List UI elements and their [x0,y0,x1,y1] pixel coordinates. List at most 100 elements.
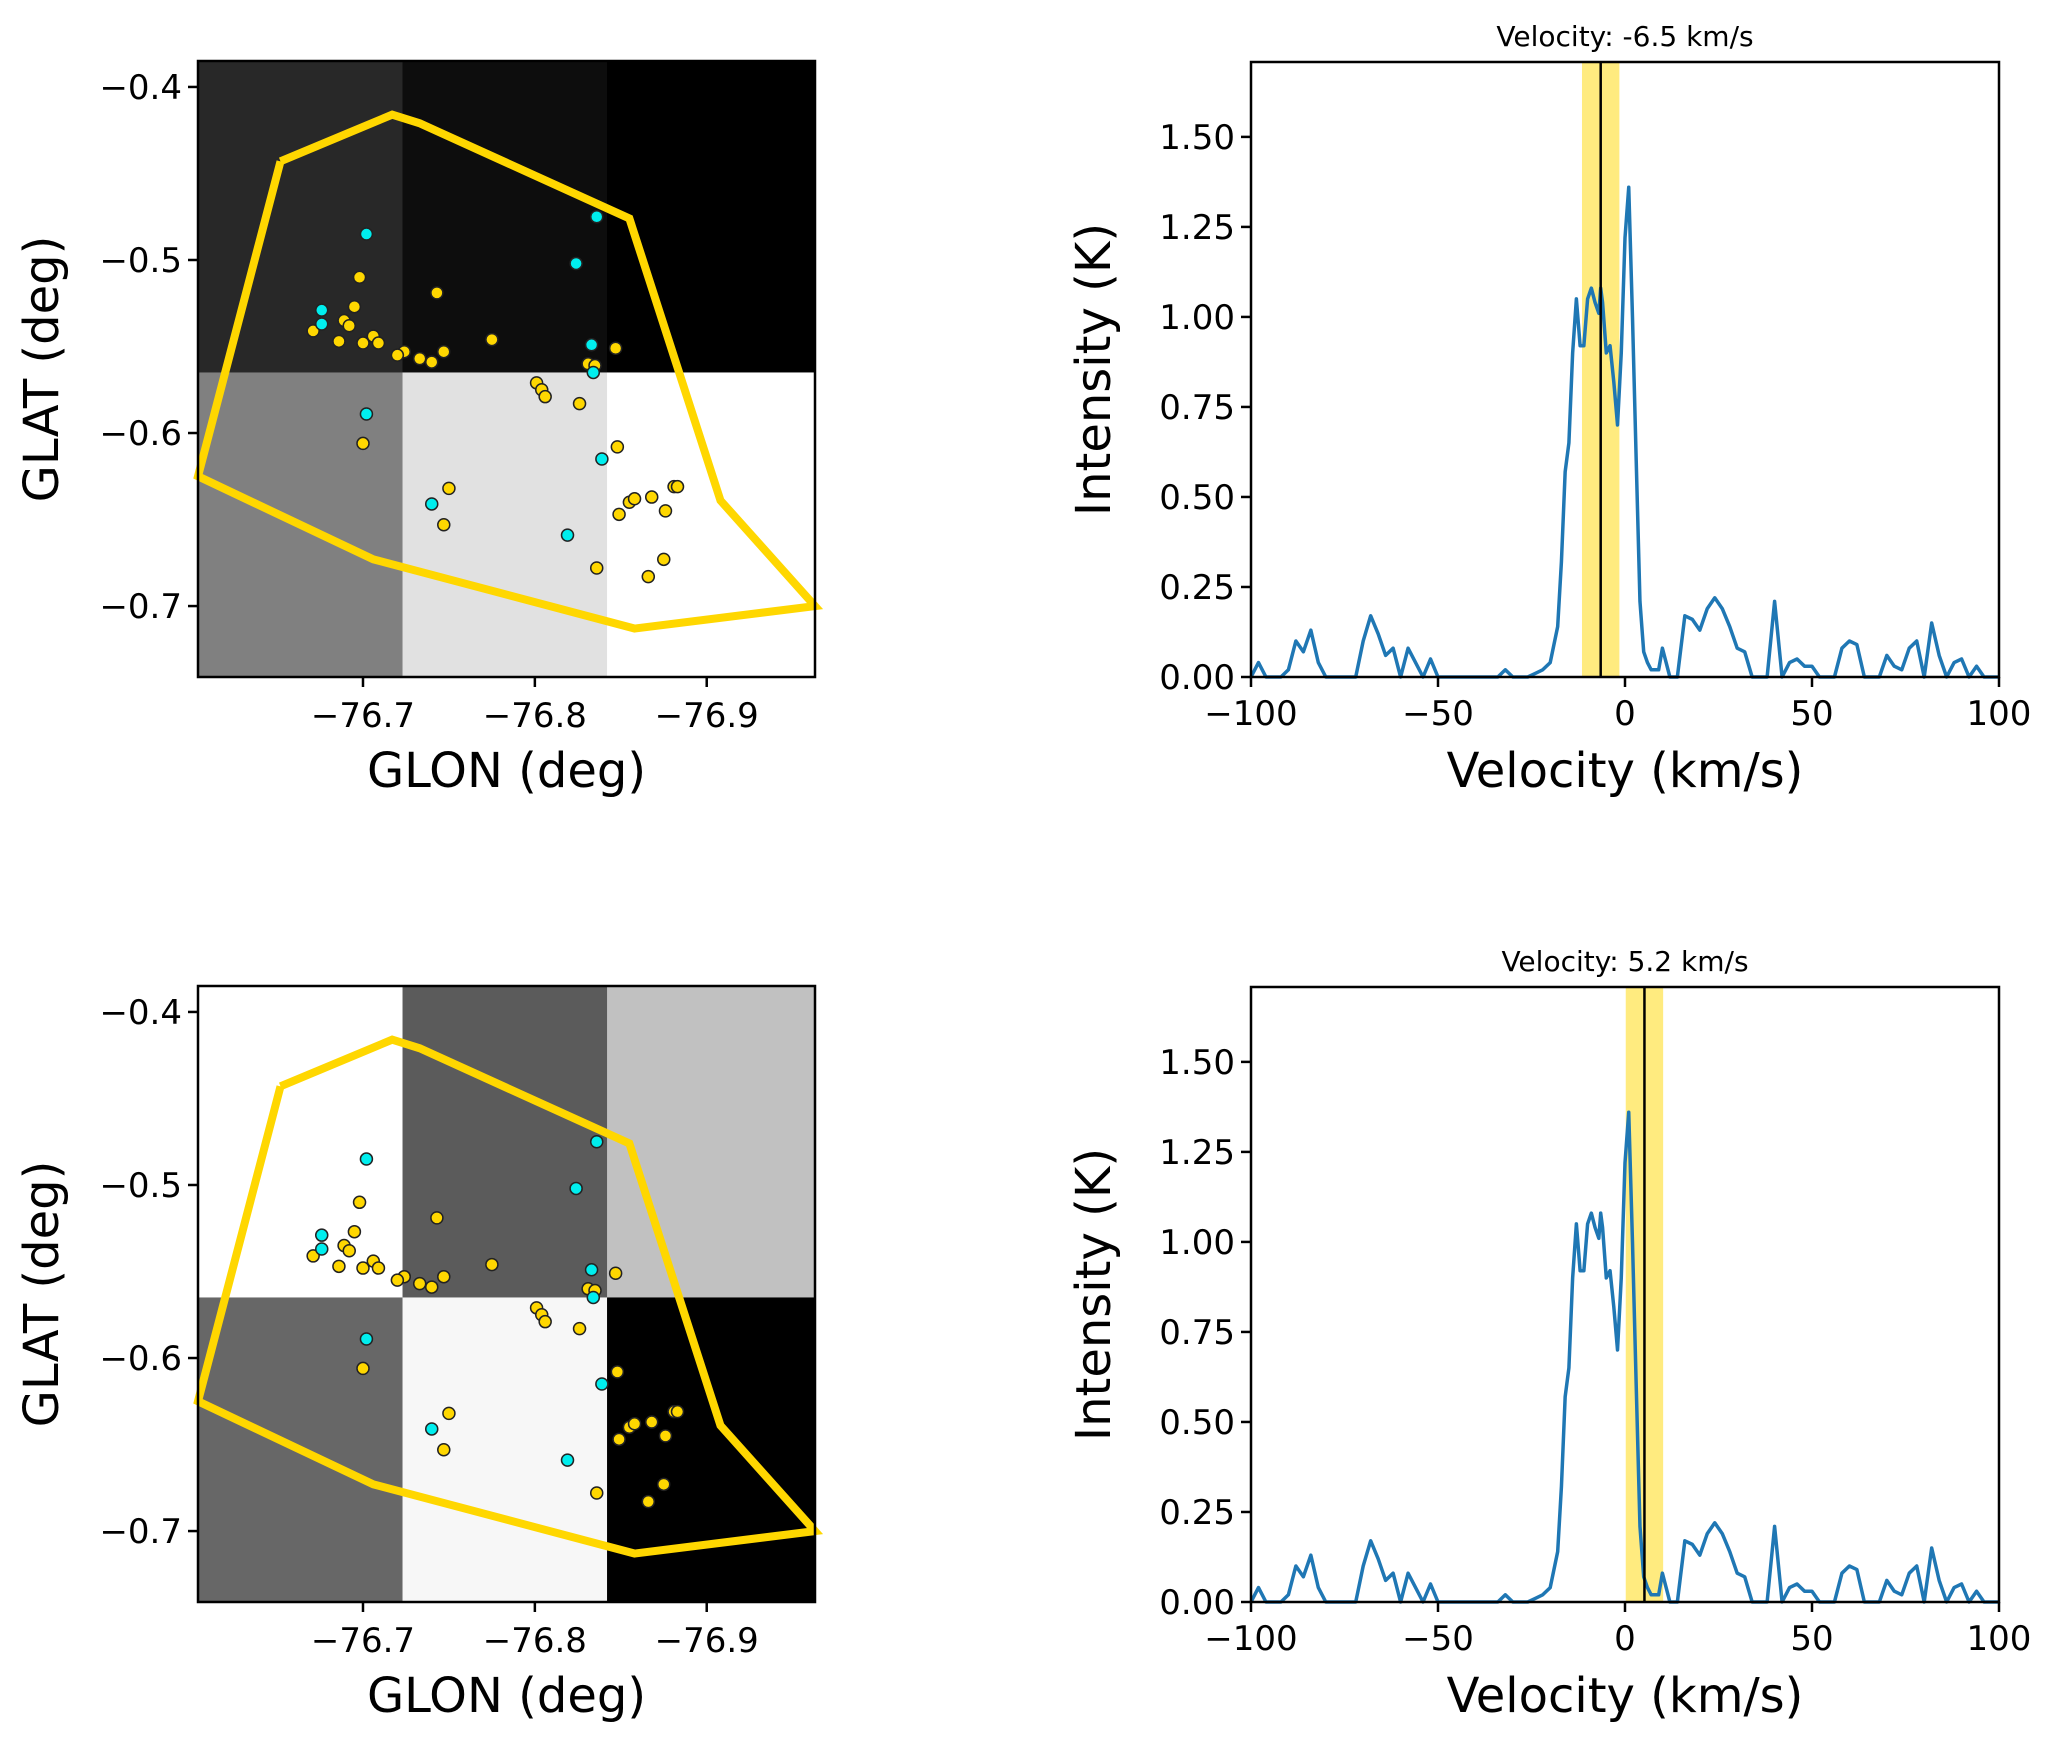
map-top-pixel-cell [607,61,816,373]
spectrum-top-ytick-label: 1.25 [1159,208,1235,248]
map-top-source-point-gold [412,351,427,366]
map-bottom-pixel-cell [607,986,816,1298]
map-bottom-source-point-cyan [560,1453,575,1467]
map-bottom-source-point-gold [658,1429,673,1443]
spectrum-bottom-ytick-label: 0.50 [1159,1403,1235,1443]
spectrum-bottom-ytick-label: 1.00 [1159,1223,1235,1263]
map-top-source-point-gold [608,341,623,355]
map-bottom-source-point-gold [412,1276,427,1291]
spectrum-bottom-ytick-label: 1.25 [1159,1133,1235,1173]
map-bottom-source-point-gold [612,1432,626,1447]
map-bottom-ytick-label: −0.7 [99,1512,182,1552]
map-bottom-source-point-gold [589,1486,604,1500]
map-bottom-pixel-cell [198,986,404,1298]
map-top-ytick-label: −0.6 [99,414,182,454]
spectrum-top: −100 −50 0 50 100 0.00 0.25 0.50 0.75 1.00 1.25 1.5… [1066,20,2031,799]
spectrum-top-ytick-label: 0.50 [1159,478,1235,518]
map-top-source-point-gold [424,355,439,369]
map-bottom-source-point-gold [644,1415,659,1429]
map-top-source-point-cyan [424,497,439,511]
map-bottom-source-point-cyan [314,1242,329,1256]
map-top-source-point-cyan [359,227,374,241]
map-top-source-point-gold [485,332,499,347]
spectrum-top-xtick-label: 50 [1790,694,1833,734]
map-bottom-source-point-cyan [314,1228,329,1242]
map-bottom-source-point-gold [538,1314,552,1329]
spectrum-top-ytick-label: 0.00 [1159,658,1235,698]
map-top-source-point-cyan [589,209,604,224]
map-top-source-point-cyan [314,317,329,331]
map-top-pixel-cell [402,61,608,373]
map-top-source-point-gold [612,507,626,522]
map-bottom-pixel-cell [402,986,608,1298]
map-top-source-point-gold [342,318,356,333]
map-top-pixel-cell [198,61,404,373]
spectrum-bottom-ytick-label: 0.00 [1159,1583,1235,1623]
map-top-source-point-cyan [314,303,329,317]
map-bottom-source-point-gold [390,1273,405,1287]
spectrum-bottom-ytick-label: 0.25 [1159,1493,1235,1533]
map-top-source-point-gold [356,436,370,451]
map-bottom-source-point-gold [437,1442,451,1457]
spectrum-bottom-ytick-label: 1.50 [1159,1043,1235,1083]
spectrum-bottom-spectrum-line [1249,1110,1999,1604]
map-top-source-point-gold [589,561,604,575]
spectrum-bottom-xtick-label: −100 [1204,1619,1297,1659]
map-top-source-point-gold [572,396,587,411]
map-bottom-source-point-cyan [359,1332,374,1346]
map-top-ytick-label: −0.5 [99,241,182,281]
map-top-source-point-gold [657,552,671,567]
spectrum-top-ylabel: Intensity (K) [1066,223,1122,516]
map-bottom-source-point-gold [352,1195,367,1210]
spectrum-bottom-xtick-label: −50 [1402,1619,1474,1659]
map-bottom-source-point-cyan [359,1152,374,1166]
spectrum-bottom-xtick-label: 0 [1614,1619,1636,1659]
spectrum-top-title: Velocity: -6.5 km/s [1496,20,1753,53]
map-top-source-point-cyan [569,256,583,271]
spectrum-top-ytick-label: 0.75 [1159,388,1235,428]
map-bottom-source-point-gold [332,1259,346,1274]
map-bottom-source-point-gold [572,1321,587,1336]
map-bottom-source-point-cyan [595,1377,609,1391]
spectrum-top-xtick-label: 100 [1967,694,2032,734]
map-top-source-point-gold [538,389,552,404]
map-bottom-source-point-gold [356,1261,370,1275]
map-bottom: −76.7 −76.8 −76.9 −0.4 −0.5 −0.6 −0.7 GLON (deg… [14,984,824,1724]
map-top-source-point-gold [371,336,386,350]
map-top-source-point-gold [658,504,673,518]
spectrum-top-xtick-label: −100 [1204,694,1297,734]
map-bottom-source-point-gold [437,1269,451,1284]
spectrum-top-ytick-label: 1.00 [1159,298,1235,338]
map-top-source-point-gold [347,299,362,314]
map-bottom-source-point-gold [342,1243,356,1258]
map-top-source-point-gold [352,270,367,285]
map-bottom-source-point-gold [371,1261,386,1275]
map-bottom-ytick-label: −0.5 [99,1166,182,1206]
map-bottom-axes-frame [196,984,817,1604]
map-top-ytick-label: −0.7 [99,587,182,627]
map-bottom-xtick-label: −76.9 [655,1621,759,1661]
spectrum-top-axes-frame [1249,60,2001,679]
map-top-xtick-label: −76.8 [483,696,587,736]
spectrum-bottom-axes-frame [1249,985,2001,1604]
spectrum-top-xtick-label: 0 [1614,694,1636,734]
map-top-xlabel: GLON (deg) [367,743,646,799]
map-bottom-source-point-gold [627,1417,642,1431]
map-top-pixel-cell [402,372,608,678]
map-bottom-source-point-gold [424,1280,439,1294]
spectrum-bottom-ylabel: Intensity (K) [1066,1148,1122,1441]
spectrum-top-xtick-label: −50 [1402,694,1474,734]
map-bottom-pixel-cell [402,1297,608,1603]
map-top-source-point-gold [641,569,656,584]
map-top-source-point-gold [670,479,685,494]
map-bottom-region-polygon [193,1035,824,1558]
map-bottom-source-point-gold [430,1211,444,1225]
map-bottom-source-point-gold [485,1257,499,1272]
map-top-xtick-label: −76.7 [311,696,415,736]
spectrum-top-ytick-label: 1.50 [1159,118,1235,158]
map-top-source-point-gold [442,481,456,496]
map-bottom-xtick-label: −76.7 [311,1621,415,1661]
map-bottom-source-point-gold [608,1266,623,1280]
map-bottom-ylabel: GLAT (deg) [14,1161,70,1428]
